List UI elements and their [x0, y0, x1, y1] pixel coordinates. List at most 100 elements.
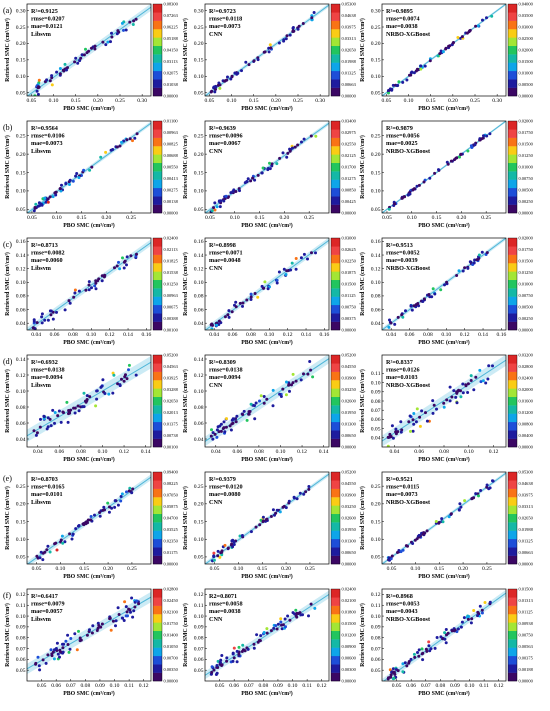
y-tick-label: 0.10	[194, 389, 204, 395]
stats-line: mae=0.0057	[31, 608, 63, 615]
data-point	[65, 68, 68, 72]
data-point	[444, 641, 448, 645]
data-point	[449, 159, 453, 163]
data-point	[133, 136, 137, 140]
colorbar-label: 0.01988	[519, 527, 534, 532]
y-axis-label: Retrieved SMC (cm³/cm³)	[182, 135, 189, 199]
data-point	[262, 401, 266, 405]
colorbar-label: 0.00000	[519, 94, 534, 99]
x-tick-label: 0.20	[101, 215, 111, 221]
data-point	[59, 650, 62, 654]
data-point	[425, 419, 429, 423]
data-point	[421, 658, 425, 662]
data-point	[217, 81, 221, 85]
stats-line: mae=0.0048	[209, 257, 241, 264]
data-point	[281, 387, 285, 391]
colorbar-label: 0.01000	[519, 71, 534, 76]
data-point	[101, 40, 105, 44]
data-point	[394, 427, 398, 431]
plot-frame	[381, 120, 507, 214]
data-point	[66, 633, 70, 637]
data-point	[114, 624, 117, 628]
data-point	[58, 655, 61, 659]
data-point	[422, 297, 426, 301]
colorbar-segment	[508, 62, 517, 72]
data-point	[36, 92, 40, 96]
colorbar-label: 0.00250	[519, 199, 534, 204]
data-point	[118, 144, 122, 148]
data-point	[431, 399, 435, 403]
data-point	[46, 318, 50, 322]
y-tick-label: 0.05	[194, 207, 204, 213]
data-point	[480, 250, 484, 254]
data-point	[251, 176, 255, 180]
data-point	[223, 430, 227, 434]
stats-line: R²=0.8309	[209, 359, 236, 366]
data-point	[295, 497, 299, 501]
colorbar-label: 0.02000	[519, 119, 534, 124]
colorbar-segment	[153, 12, 162, 21]
x-axis-label: PBO SMC (cm³/cm³)	[63, 222, 115, 229]
x-tick-label: 0.15	[255, 215, 265, 221]
colorbar-label: 0.00000	[519, 562, 534, 567]
data-point	[451, 41, 455, 45]
data-point	[478, 368, 482, 372]
data-point	[412, 412, 416, 415]
data-point	[48, 550, 52, 554]
colorbar-segment	[508, 238, 517, 247]
data-point	[57, 409, 61, 413]
stats-line: mae=0.0073	[209, 23, 241, 30]
data-point	[405, 78, 409, 82]
data-point	[39, 417, 42, 421]
data-point	[215, 664, 219, 667]
data-point	[216, 554, 220, 558]
colorbar-segment	[153, 396, 162, 406]
stats-line: mae=0.0094	[209, 374, 241, 381]
data-point	[108, 617, 112, 621]
data-point	[58, 187, 62, 191]
x-tick-label: 0.12	[119, 449, 129, 455]
data-point	[209, 90, 213, 94]
x-axis-label: PBO SMC (cm³/cm³)	[418, 222, 470, 229]
data-point	[49, 424, 53, 428]
colorbar-label: 0.04638	[519, 481, 534, 486]
data-point	[220, 663, 224, 667]
data-point	[449, 512, 453, 516]
colorbar-frame	[507, 237, 518, 331]
data-point	[264, 518, 268, 522]
colorbar-label: 0.00300	[342, 667, 357, 672]
data-point	[433, 292, 437, 296]
colorbar-segment	[331, 472, 340, 481]
plot-frame	[204, 354, 330, 448]
x-tick-label: 0.12	[317, 683, 327, 689]
y-axis-label: Retrieved SMC (cm³/cm³)	[182, 252, 189, 316]
plot-frame	[204, 588, 330, 682]
data-point	[210, 209, 214, 213]
data-point	[230, 542, 234, 546]
data-point	[100, 279, 104, 283]
colorbar-label: 0.02800	[164, 587, 179, 592]
data-point	[115, 32, 119, 36]
data-point	[82, 391, 86, 395]
data-point	[253, 404, 256, 408]
y-tick-label: 0.12	[194, 592, 204, 598]
colorbar-segment	[508, 121, 517, 130]
data-point	[218, 555, 222, 559]
stats-line: R²=0.9521	[386, 476, 413, 483]
data-point	[232, 540, 236, 544]
colorbar-segment	[508, 438, 517, 448]
data-point	[65, 400, 69, 404]
x-tick-label: 0.07	[244, 683, 254, 689]
data-point	[116, 29, 120, 33]
scatter-panel-2-1: 0.04 0.06 0.08 0.10 0.12 0.14 0.160.040.060.08…	[182, 236, 357, 346]
data-point	[249, 179, 253, 183]
y-tick-label: 0.14	[16, 253, 26, 259]
y-axis-label: Retrieved SMC (cm³/cm³)	[4, 369, 11, 433]
data-point	[121, 616, 125, 620]
colorbar-segment	[331, 263, 340, 272]
data-point	[246, 647, 250, 651]
x-axis-label: PBO SMC (cm³/cm³)	[63, 573, 115, 580]
x-tick-label: 0.25	[482, 566, 492, 572]
data-point	[408, 73, 411, 77]
colorbar-segment	[508, 538, 517, 548]
